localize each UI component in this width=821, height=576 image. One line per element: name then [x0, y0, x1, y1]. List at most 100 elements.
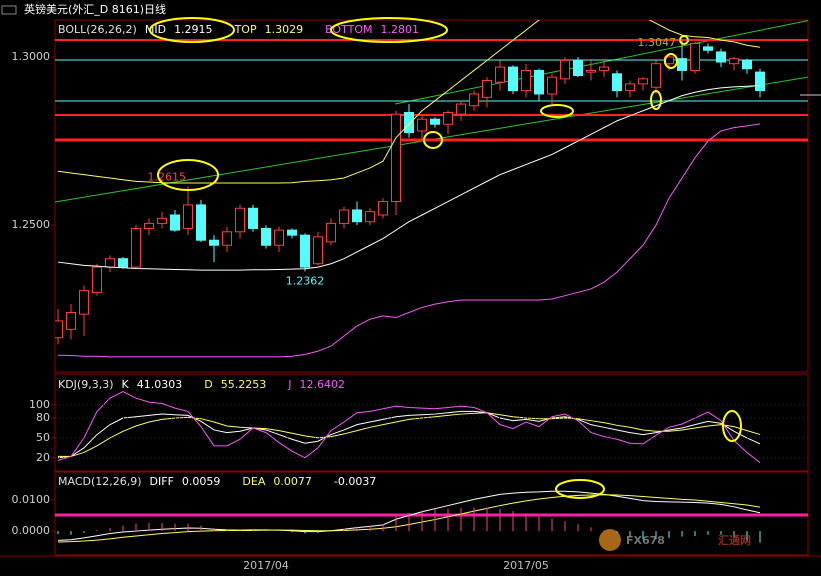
legend-text: 1.2915: [174, 23, 213, 36]
x-tick-label: 2017/05: [503, 559, 549, 572]
candle-body: [599, 66, 609, 71]
candle-body: [326, 222, 336, 243]
candle-body: [716, 51, 726, 63]
legend-text: D: [204, 378, 212, 391]
legend-text: DEA: [242, 475, 265, 488]
legend-text: 12.6402: [299, 378, 345, 391]
y-tick-label: 20: [36, 451, 50, 464]
candle-body: [443, 111, 453, 125]
candle-body: [339, 209, 349, 224]
y-tick-label: 1.3000: [12, 50, 51, 63]
candle-body: [365, 211, 375, 223]
candle-body: [586, 69, 596, 73]
candle-body: [469, 93, 479, 107]
candle-body: [105, 258, 115, 268]
candle-body: [222, 231, 232, 246]
series-line: [57, 410, 761, 459]
watermark-text: FX678: [626, 534, 665, 547]
legend-text: BOLL(26,26,2): [58, 23, 137, 36]
candle-body: [55, 320, 63, 339]
candle-body: [482, 80, 492, 98]
y-tick-label: 1.2500: [12, 218, 51, 231]
legend-text: 1.2801: [380, 23, 419, 36]
candle-body: [755, 71, 765, 92]
candle-body: [157, 217, 167, 224]
legend-text: 41.0303: [137, 378, 183, 391]
candle-body: [313, 236, 323, 265]
y-tick-label: 80: [36, 411, 50, 424]
candle-body: [534, 69, 544, 95]
y-tick-label: 50: [36, 431, 50, 444]
price-annotation: 1.2615: [148, 170, 187, 183]
price-annotation: 1.3047: [638, 36, 677, 49]
x-tick-label: 2017/04: [243, 559, 289, 572]
candle-body: [300, 234, 310, 268]
price-annotation: 1.2362: [286, 274, 325, 287]
candle-body: [131, 227, 141, 268]
candle-body: [170, 214, 180, 231]
candle-body: [573, 59, 583, 76]
candle-body: [66, 311, 76, 330]
candle-body: [521, 69, 531, 92]
legend-text: BOTTOM: [325, 23, 372, 36]
panel: [57, 490, 761, 543]
series-line: [57, 390, 761, 464]
candle-body: [144, 222, 154, 229]
candle-body: [248, 207, 258, 229]
candle-body: [261, 227, 271, 246]
candle-body: [79, 290, 89, 315]
chart-title: 英镑美元(外汇_D 8161)日线: [24, 2, 166, 16]
highlight-ellipses: [149, 17, 742, 499]
legend-text: DIFF: [150, 475, 174, 488]
panel: [55, 20, 765, 358]
candle-body: [742, 59, 752, 70]
y-tick-label: 0.0000: [12, 524, 51, 537]
candle-body: [625, 83, 635, 92]
candle-body: [196, 204, 206, 241]
legend-text: 1.3029: [265, 23, 304, 36]
candle-body: [547, 76, 557, 95]
candle-body: [560, 59, 570, 80]
watermark-text: 汇通网: [718, 534, 751, 547]
candle-body: [391, 113, 401, 203]
series-line: [57, 123, 761, 358]
candle-body: [495, 66, 505, 83]
candle-body: [729, 58, 739, 65]
candle-body: [118, 258, 128, 268]
candle-body: [287, 229, 297, 236]
legend-text: 0.0077: [273, 475, 312, 488]
legend-text: -0.0037: [334, 475, 376, 488]
candle-body: [417, 118, 427, 132]
legend-text: K: [122, 378, 130, 391]
candle-body: [430, 118, 440, 125]
y-tick-label: 0.0100: [12, 493, 51, 506]
series-line: [57, 20, 761, 184]
candle-body: [378, 201, 388, 216]
legend-text: MACD(12,26,9): [58, 475, 142, 488]
candle-body: [352, 209, 362, 223]
candle-body: [456, 103, 466, 115]
legend-text: 55.2253: [221, 378, 267, 391]
candle-body: [404, 111, 414, 134]
candle-body: [274, 229, 284, 246]
candle-body: [651, 63, 661, 88]
trend-line: [394, 20, 808, 105]
legend-text: 0.0059: [182, 475, 221, 488]
watermark-logo: [599, 529, 621, 551]
y-tick-label: 100: [29, 398, 50, 411]
legend-text: J: [287, 378, 291, 391]
legend-text: KDJ(9,3,3): [58, 378, 114, 391]
candle-body: [638, 78, 648, 85]
candle-body: [677, 58, 687, 71]
candle-body: [703, 46, 713, 51]
candle-body: [508, 66, 518, 92]
legend-text: TOP: [234, 23, 257, 36]
candle-body: [209, 239, 219, 246]
watermark: FX678 汇通网: [599, 529, 751, 551]
candle-body: [183, 204, 193, 229]
series-line: [57, 85, 761, 271]
candle-body: [92, 266, 102, 293]
window-icon: [1, 5, 17, 15]
candle-body: [612, 73, 622, 92]
